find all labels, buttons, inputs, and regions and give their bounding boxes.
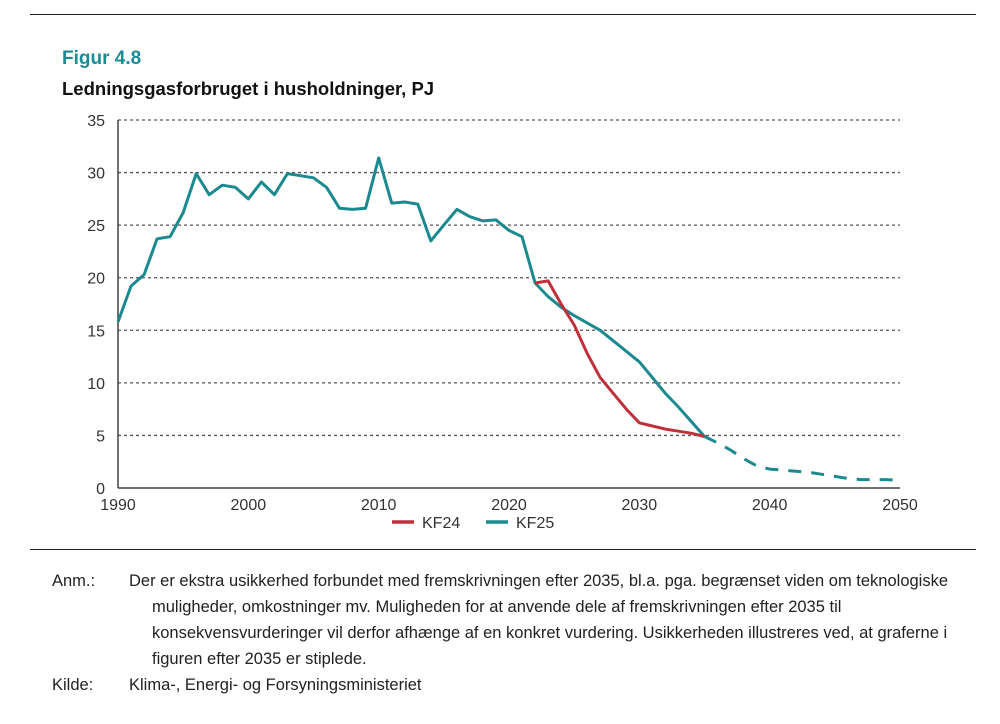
y-tick-label-25: 25 [87, 218, 105, 235]
top-rule [30, 14, 976, 15]
y-tick-label-15: 15 [87, 323, 105, 340]
note-kilde-label: Kilde: [52, 676, 94, 694]
note-anm-text: Der er ekstra usikkerhed forbundet med f… [129, 572, 949, 668]
note-anm-label: Anm.: [52, 572, 96, 590]
x-tick-label-2050: 2050 [882, 497, 918, 514]
y-tick-label-5: 5 [96, 428, 105, 445]
series-line-kf24 [534, 279, 705, 438]
x-tick-label-2030: 2030 [622, 497, 658, 514]
y-tick-label-10: 10 [87, 376, 105, 393]
legend-label-kf25: KF25 [516, 515, 554, 532]
series-line-kf25-efter-2035-stiplet [703, 435, 901, 483]
x-tick-label-2020: 2020 [491, 497, 527, 514]
legend-label-kf24: KF24 [422, 515, 460, 532]
axes: 0 5 10 15 20 25 30 35 1990 2000 2010 2020 2030 2040 20… [87, 113, 918, 514]
y-tick-label-0: 0 [96, 481, 105, 498]
x-tick-label-2000: 2000 [231, 497, 267, 514]
figure-title: Ledningsgasforbruget i husholdninger, PJ [62, 78, 435, 99]
y-tick-label-35: 35 [87, 113, 105, 130]
note-anm: Anm.: Der er ekstra usikkerhed forbundet… [52, 568, 972, 672]
figure-notes: Anm.: Der er ekstra usikkerhed forbundet… [52, 568, 972, 698]
bottom-rule [30, 549, 976, 550]
y-tick-label-20: 20 [87, 271, 105, 288]
note-kilde-text: Klima-, Energi- og Forsyningsministeriet [129, 676, 422, 694]
x-tick-label-2010: 2010 [361, 497, 397, 514]
series-line-kf25 [116, 156, 706, 438]
y-tick-label-30: 30 [87, 166, 105, 183]
legend: KF24 KF25 [392, 515, 554, 532]
x-tick-label-1990: 1990 [100, 497, 136, 514]
figure-label: Figur 4.8 [62, 48, 142, 69]
x-tick-label-2040: 2040 [752, 497, 788, 514]
grid [118, 119, 900, 437]
series [116, 156, 901, 483]
note-kilde: Kilde: Klima-, Energi- og Forsyningsmini… [52, 672, 972, 698]
line-chart: 0 5 10 15 20 25 30 35 1990 2000 2010 2020 2030 2040 20… [87, 113, 918, 532]
